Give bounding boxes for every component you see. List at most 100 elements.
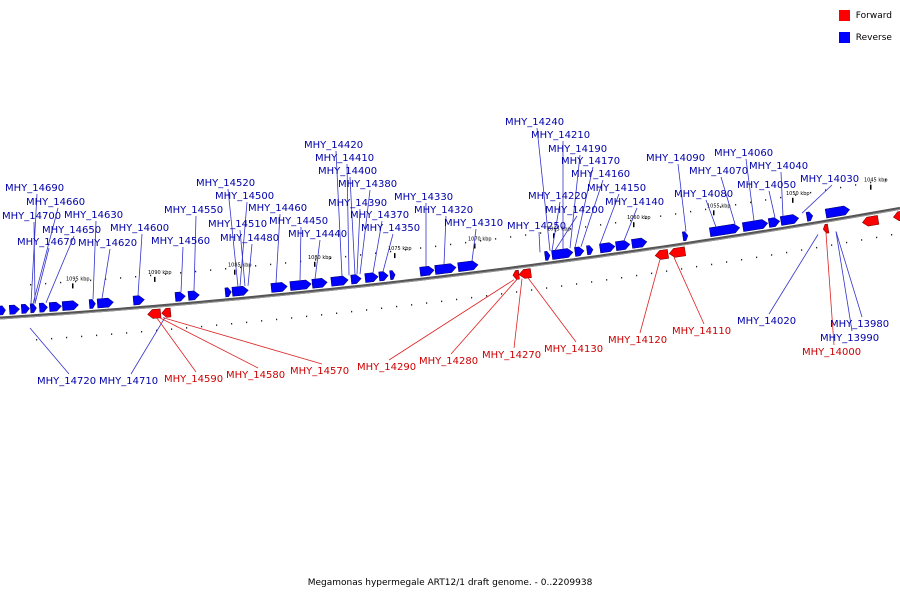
tick-mark	[711, 263, 713, 266]
gene-label-mhy-14330: MHY_14330	[394, 192, 453, 203]
scale-tick	[792, 197, 794, 203]
tick-mark	[270, 263, 272, 266]
reverse-gene-body	[311, 278, 328, 289]
gene-label-mhy-14000: MHY_14000	[802, 347, 861, 358]
reverse-gene-body	[88, 299, 96, 309]
tick-mark	[60, 281, 62, 284]
scale-tick	[474, 243, 476, 249]
reverse-gene-arrow	[96, 297, 114, 309]
gene-label-mhy-13980: MHY_13980	[830, 319, 889, 330]
reverse-gene-body	[544, 250, 551, 261]
forward-gene-body	[147, 308, 162, 319]
reverse-gene-arrow	[681, 231, 689, 242]
leader-line	[599, 193, 620, 245]
tick-mark	[366, 309, 368, 311]
leader-line	[768, 234, 819, 315]
tick-mark	[546, 287, 548, 289]
scale-label: 1050 kbp	[786, 191, 810, 197]
tick-mark	[315, 259, 317, 261]
reverse-gene-arrow	[544, 250, 551, 261]
forward-gene-arrow	[512, 269, 520, 280]
scale-tick	[394, 253, 396, 259]
leader-line	[471, 228, 477, 262]
reverse-gene-body	[29, 303, 37, 314]
tick-mark	[30, 284, 32, 286]
reverse-gene-arrow	[20, 304, 30, 314]
gene-label-mhy-14170: MHY_14170	[561, 156, 620, 167]
tick-mark	[111, 333, 113, 335]
tick-mark	[840, 186, 842, 189]
gene-label-mhy-14190: MHY_14190	[548, 144, 607, 155]
tick-mark	[495, 238, 497, 240]
forward-gene-arrow	[147, 308, 162, 319]
tick-mark	[870, 181, 872, 184]
reverse-gene-body	[551, 248, 574, 260]
tick-mark	[291, 317, 293, 319]
scale-label: 1080 kbp	[308, 255, 332, 261]
tick-mark	[750, 201, 752, 204]
reverse-gene-body	[805, 211, 814, 222]
leader-line	[745, 158, 755, 222]
tick-mark	[696, 265, 698, 268]
leader-line	[450, 279, 518, 355]
tick-mark	[105, 278, 107, 280]
tick-mark	[630, 219, 632, 222]
forward-gene-body	[654, 249, 669, 260]
forward-gene-body	[893, 210, 900, 221]
tick-mark	[75, 280, 77, 283]
reverse-gene-body	[586, 245, 594, 256]
reverse-gene-body	[631, 237, 648, 249]
leader-line	[768, 190, 776, 218]
tick-mark	[411, 304, 413, 306]
gene-label-mhy-14050: MHY_14050	[737, 180, 796, 191]
leader-line	[673, 257, 705, 325]
tick-mark	[486, 295, 488, 297]
tick-mark	[360, 254, 362, 256]
gene-label-mhy-14270: MHY_14270	[482, 350, 541, 361]
tick-mark	[276, 318, 278, 321]
reverse-gene-arrow	[29, 303, 37, 314]
tick-mark	[825, 189, 827, 191]
reverse-gene-arrow	[551, 248, 574, 260]
tick-mark	[801, 249, 803, 251]
gene-label-mhy-14320: MHY_14320	[414, 205, 473, 216]
tick-mark	[606, 279, 608, 281]
leader-line	[443, 215, 447, 265]
gene-label-mhy-14120: MHY_14120	[608, 335, 667, 346]
tick-mark	[540, 232, 542, 234]
tick-mark	[141, 331, 143, 333]
tick-mark	[771, 254, 773, 256]
reverse-gene-arrow	[48, 301, 62, 312]
gene-label-mhy-14280: MHY_14280	[419, 356, 478, 367]
reverse-gene-arrow	[389, 270, 396, 281]
scale-label: 1085 kbp	[228, 263, 252, 269]
reverse-gene-arrow	[231, 286, 249, 297]
gene-label-mhy-14480: MHY_14480	[220, 233, 279, 244]
forward-gene-arrow	[862, 215, 880, 227]
tick-mark	[216, 324, 218, 326]
genome-backbone	[0, 206, 900, 320]
gene-label-mhy-14070: MHY_14070	[689, 166, 748, 177]
tick-mark	[81, 335, 83, 338]
reverse-gene-arrow	[457, 260, 479, 272]
tick-mark	[261, 320, 263, 322]
gene-label-mhy-14450: MHY_14450	[269, 216, 328, 227]
tick-mark	[156, 329, 158, 332]
leader-line	[156, 317, 197, 373]
reverse-gene-body	[681, 231, 689, 242]
legend-label-reverse: Reverse	[855, 32, 892, 43]
reverse-gene-arrow	[38, 302, 48, 313]
reverse-gene-body	[20, 304, 30, 314]
tick-mark	[201, 325, 203, 328]
tick-mark	[375, 252, 377, 254]
reverse-gene-body	[270, 282, 288, 293]
forward-gene-body	[161, 307, 172, 318]
reverse-gene-body	[174, 291, 186, 302]
gene-label-mhy-14140: MHY_14140	[605, 197, 664, 208]
reverse-gene-body	[8, 304, 20, 315]
tick-mark	[645, 217, 647, 220]
tick-mark	[51, 337, 53, 340]
leader-line	[299, 226, 302, 281]
gene-label-mhy-14630: MHY_14630	[64, 210, 123, 221]
gene-label-mhy-14160: MHY_14160	[571, 169, 630, 180]
